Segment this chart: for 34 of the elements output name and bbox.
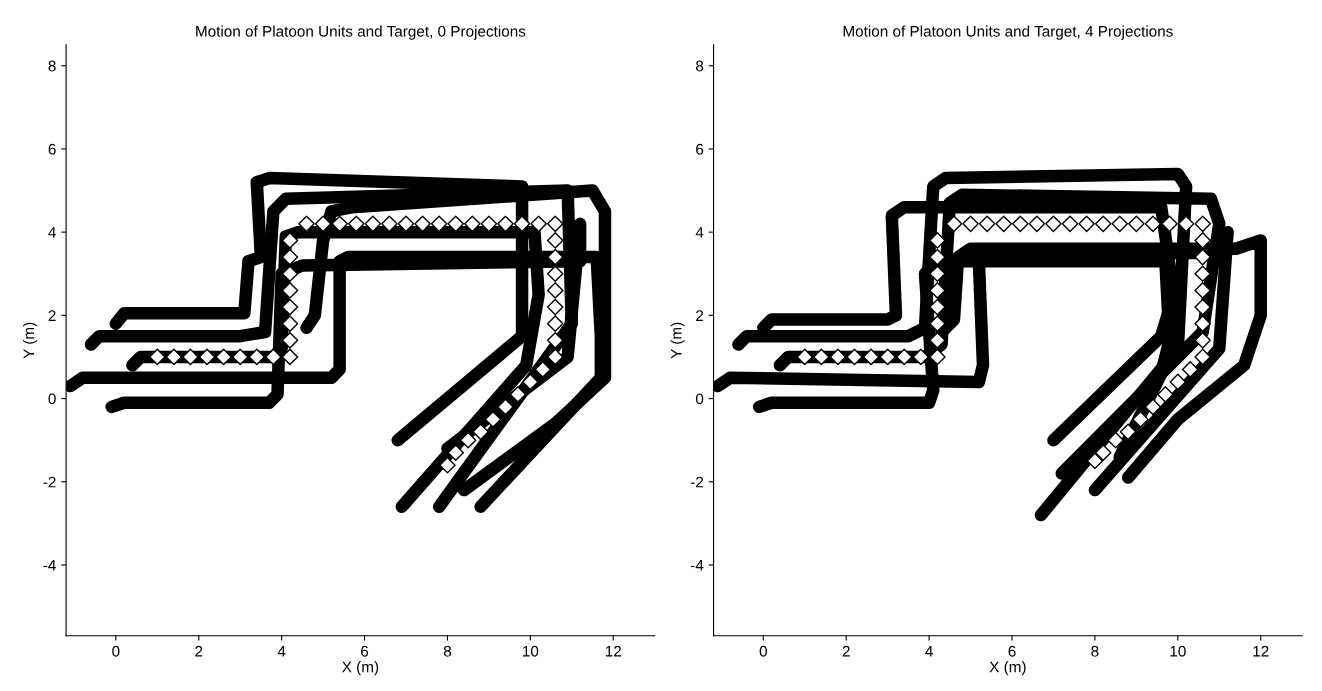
y-axis-title: Y (m) bbox=[670, 322, 685, 359]
y-tick-label: -2 bbox=[43, 476, 56, 488]
x-axis-title: X (m) bbox=[989, 661, 1026, 676]
x-tick-label: 4 bbox=[925, 646, 933, 657]
x-tick-label: 12 bbox=[605, 645, 621, 657]
y-tick-label: 0 bbox=[695, 393, 704, 405]
y-axis-title: Y (m) bbox=[23, 322, 38, 359]
x-axis-title: X (m) bbox=[342, 661, 379, 676]
x-tick-label: 8 bbox=[1091, 645, 1099, 657]
x-tick-label: 0 bbox=[112, 645, 120, 657]
y-tick-label: 8 bbox=[696, 60, 704, 72]
x-tick-label: 4 bbox=[277, 646, 286, 657]
y-tick-label: -4 bbox=[690, 560, 704, 571]
x-tick-label: 6 bbox=[1008, 645, 1016, 657]
x-tick-label: 0 bbox=[759, 645, 767, 657]
x-tick-label: 2 bbox=[842, 645, 850, 657]
x-tick-label: 10 bbox=[1170, 645, 1186, 657]
x-tick-label: 8 bbox=[443, 645, 452, 657]
x-tick-label: 10 bbox=[523, 645, 539, 657]
y-tick-label: 2 bbox=[48, 310, 56, 321]
x-tick-label: 2 bbox=[195, 645, 203, 657]
y-tick-label: 8 bbox=[48, 60, 56, 72]
y-tick-label: 2 bbox=[696, 310, 704, 321]
x-tick-label: 6 bbox=[361, 645, 369, 657]
y-tick-label: -4 bbox=[43, 560, 56, 571]
y-tick-label: 6 bbox=[696, 143, 704, 155]
x-tick-label: 12 bbox=[1253, 645, 1269, 657]
y-tick-label: 6 bbox=[48, 143, 56, 155]
chart-title: Motion of Platoon Units and Target, 4 Projections bbox=[843, 25, 1173, 40]
y-tick-label: 4 bbox=[48, 227, 56, 238]
y-tick-label: 4 bbox=[695, 227, 704, 238]
y-tick-label: 0 bbox=[48, 393, 56, 405]
chart-title: Motion of Platoon Units and Target, 0 Projections bbox=[196, 25, 526, 40]
y-tick-label: -2 bbox=[690, 476, 704, 488]
